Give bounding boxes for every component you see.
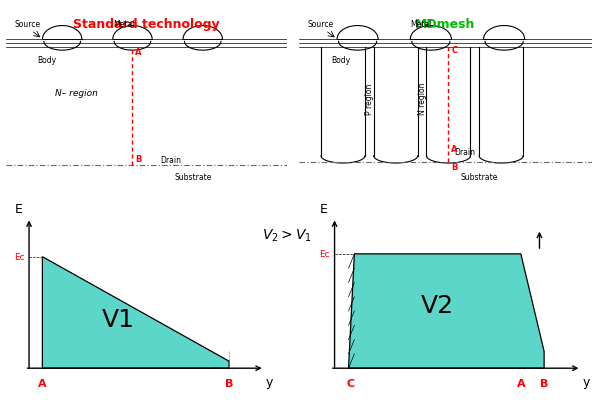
Text: Body: Body [37,56,56,65]
Text: P region: P region [365,83,374,114]
Text: Substrate: Substrate [460,172,498,182]
Text: V1: V1 [102,308,135,332]
Text: Ec: Ec [14,253,25,261]
Text: Body: Body [331,56,350,65]
Text: V2: V2 [420,294,453,318]
Polygon shape [42,257,229,368]
Text: N– region: N– region [55,88,97,97]
Text: MDmesh: MDmesh [416,18,475,31]
Polygon shape [349,254,544,368]
Text: A: A [517,378,525,388]
Text: N region: N region [417,83,426,115]
Text: Substrate: Substrate [175,172,212,182]
Text: E: E [14,203,22,215]
Text: Ec: Ec [319,250,330,259]
Text: Drain: Drain [160,155,182,164]
Text: Standard technology: Standard technology [73,18,220,31]
Text: y: y [266,375,273,388]
Text: Metal: Metal [113,20,134,29]
Text: E: E [320,203,328,215]
Text: Metal: Metal [410,20,432,29]
Text: B: B [135,155,142,164]
Text: A: A [451,144,458,154]
Text: C: C [347,378,355,388]
Text: B: B [451,162,457,171]
Text: Source: Source [14,20,41,29]
Text: A: A [38,378,47,388]
Text: Source: Source [308,20,334,29]
Text: Drain: Drain [454,148,475,156]
Text: y: y [582,375,590,388]
Text: $V_2 > V_1$: $V_2 > V_1$ [262,227,312,244]
Text: A: A [135,48,142,57]
Text: B: B [540,378,548,388]
Text: C: C [451,46,457,55]
Text: B: B [225,378,233,388]
